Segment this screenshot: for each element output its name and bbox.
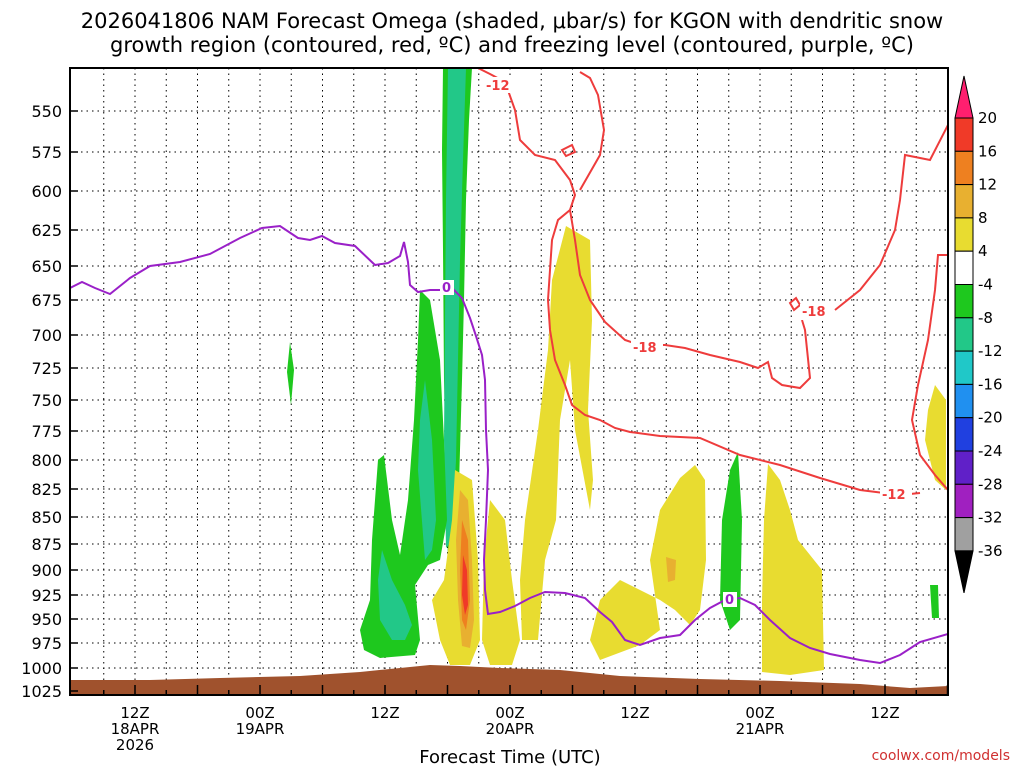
x-tick-label: 12Z [870, 704, 899, 722]
colorbar-swatch [954, 483, 974, 519]
dgz-contour-line [560, 143, 577, 158]
contour-label-dgz: -18 [633, 341, 657, 356]
omega-region [930, 585, 939, 618]
x-tick-label: 19APR [236, 720, 285, 738]
y-tick-label: 875 [31, 535, 62, 554]
contour-label-freezing: 0 [725, 593, 734, 608]
omega-region [418, 380, 436, 560]
colorbar-label: 12 [978, 176, 997, 194]
omega-region [762, 464, 824, 675]
colorbar-swatch [954, 184, 974, 219]
dgz-contour-line [579, 71, 606, 191]
credit-text: coolwx.com/models [872, 748, 1010, 764]
x-tick-label: 00Z [245, 704, 274, 722]
colorbar-label: -32 [978, 509, 1003, 527]
y-tick-label: 1000 [21, 659, 62, 678]
y-tick-label: 700 [31, 326, 62, 345]
omega-region [590, 465, 706, 660]
dgz-contour-line [477, 68, 921, 497]
x-tick-label: 12Z [620, 704, 649, 722]
contour-labels: -12 -18 -18 -12 0 0 [440, 77, 912, 608]
colorbar-swatch [954, 75, 974, 119]
omega-region [482, 500, 520, 665]
colorbar: 20 16 12 8 4 -4 -8 -12 -16 -20 -24 -28 -32 -36 [954, 75, 1003, 594]
colorbar-label: -4 [978, 276, 993, 294]
terrain-ground [70, 665, 948, 695]
colorbar-swatch [954, 450, 974, 485]
y-tick-label: 750 [31, 391, 62, 410]
omega-region [720, 452, 742, 630]
dgz-contours [477, 68, 948, 497]
chart-title-line-1: 2026041806 NAM Forecast Omega (shaded, μ… [80, 9, 944, 33]
chart-title-line-2: growth region (contoured, red, ºC) and f… [110, 33, 914, 57]
colorbar-swatch [954, 417, 974, 452]
colorbar-swatch [954, 217, 974, 252]
x-tick-label: 12Z [370, 704, 399, 722]
omega-region [378, 550, 412, 640]
x-tick-label: 18APR [111, 720, 160, 738]
y-tick-label: 600 [31, 182, 62, 201]
y-tick-label: 1025 [21, 682, 62, 701]
colorbar-swatch [954, 383, 974, 419]
x-axis-title: Forecast Time (UTC) [419, 747, 600, 768]
colorbar-label: -16 [978, 375, 1003, 393]
x-tick-label: 00Z [495, 704, 524, 722]
colorbar-label: -24 [978, 442, 1003, 460]
y-tick-label: 800 [31, 451, 62, 470]
plot-frame [69, 67, 949, 696]
omega-shading [287, 68, 946, 675]
colorbar-swatch [954, 517, 974, 552]
contour-label-dgz: -18 [802, 305, 826, 320]
dgz-contour-line [910, 254, 948, 491]
y-axis: 550 575 600 625 650 675 700 725 750 775 800 825 850 8… [21, 102, 78, 701]
colorbar-label: 16 [978, 142, 997, 160]
y-tick-label: 850 [31, 508, 62, 527]
y-tick-label: 825 [31, 480, 62, 499]
colorbar-swatch [954, 350, 974, 385]
colorbar-swatch [954, 117, 974, 152]
colorbar-label: -28 [978, 475, 1003, 493]
colorbar-label: 20 [978, 109, 997, 127]
colorbar-swatch [954, 250, 974, 285]
y-tick-label: 975 [31, 634, 62, 653]
colorbar-swatch [954, 550, 974, 594]
omega-region [287, 342, 294, 405]
y-tick-label: 925 [31, 586, 62, 605]
dgz-contour-line [834, 124, 948, 311]
colorbar-label: -12 [978, 342, 1003, 360]
y-tick-label: 550 [31, 102, 62, 121]
x-tick-label: 2026 [116, 736, 154, 754]
y-tick-label: 575 [31, 143, 62, 162]
y-tick-label: 675 [31, 291, 62, 310]
colorbar-swatch [954, 150, 974, 186]
colorbar-label: 4 [978, 242, 988, 260]
omega-region [462, 555, 468, 615]
y-tick-label: 775 [31, 422, 62, 441]
y-tick-label: 900 [31, 561, 62, 580]
omega-region [925, 385, 946, 490]
colorbar-swatch [954, 317, 974, 352]
colorbar-label: -36 [978, 542, 1003, 560]
omega-region [520, 226, 593, 640]
x-tick-label: 12Z [120, 704, 149, 722]
x-tick-label: 00Z [745, 704, 774, 722]
y-tick-label: 950 [31, 610, 62, 629]
y-tick-label: 625 [31, 221, 62, 240]
contour-label-dgz: -12 [882, 488, 906, 503]
y-tick-label: 725 [31, 359, 62, 378]
x-tick-label: 20APR [486, 720, 535, 738]
colorbar-swatch [954, 284, 974, 319]
colorbar-label: -8 [978, 309, 993, 327]
x-tick-label: 21APR [736, 720, 785, 738]
contour-label-dgz: -12 [486, 79, 510, 94]
contour-label-freezing: 0 [442, 281, 451, 296]
omega-region [666, 557, 676, 582]
omega-region [444, 68, 466, 548]
dgz-contour-line [569, 209, 812, 390]
y-tick-label: 650 [31, 257, 62, 276]
colorbar-label: -20 [978, 409, 1003, 427]
colorbar-label: 8 [978, 209, 988, 227]
